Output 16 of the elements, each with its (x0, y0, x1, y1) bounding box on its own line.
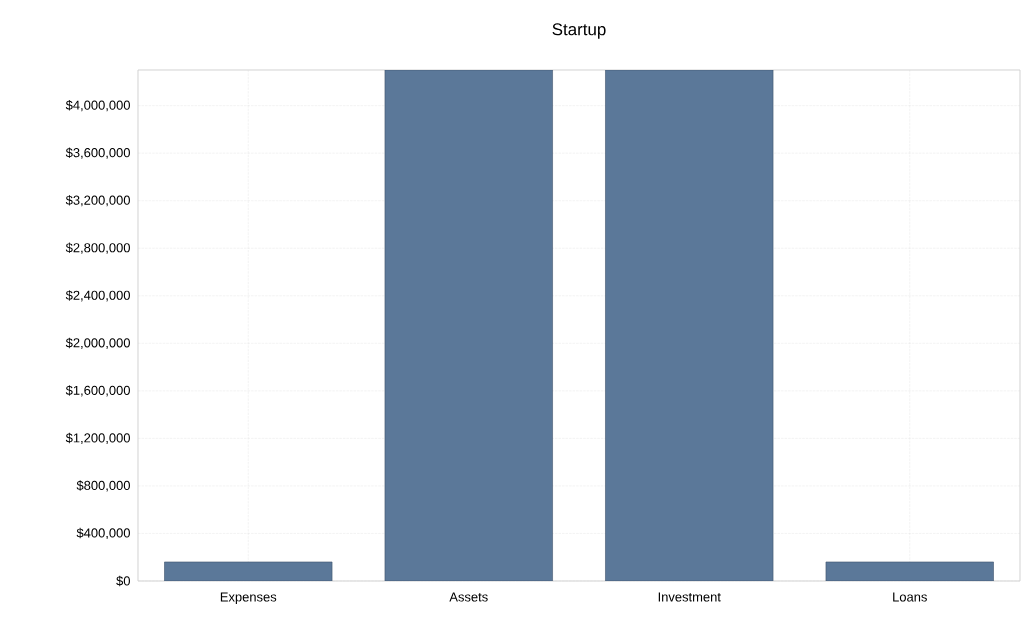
y-tick-label: $0 (116, 575, 130, 587)
y-tick-label: $3,200,000 (65, 195, 130, 207)
x-tick-label: Investment (658, 592, 721, 602)
y-tick-label: $1,600,000 (65, 385, 130, 397)
x-tick-label: Assets (449, 592, 488, 602)
y-tick-label: $1,200,000 (65, 432, 130, 444)
y-tick-label: $4,000,000 (65, 100, 130, 112)
chart-title: Startup (552, 23, 606, 39)
y-tick-label: $3,600,000 (65, 147, 130, 159)
y-tick-label: $2,400,000 (65, 290, 130, 302)
y-tick-label: $2,800,000 (65, 242, 130, 254)
x-tick-label: Expenses (220, 592, 277, 605)
y-tick-label: $400,000 (76, 527, 130, 540)
y-tick-label: $800,000 (76, 480, 130, 492)
x-tick-label: Loans (893, 592, 927, 602)
y-tick-label: $2,000,000 (65, 337, 130, 349)
